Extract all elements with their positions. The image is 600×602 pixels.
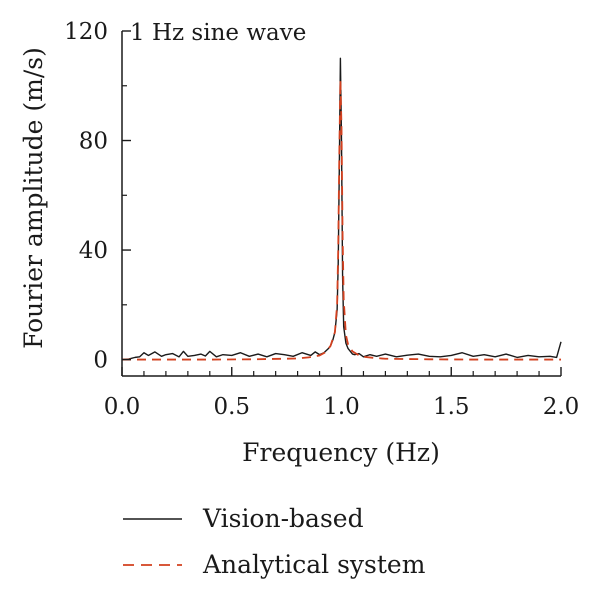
x-axis-label: Frequency (Hz) [242, 438, 440, 467]
chart-annotation: 1 Hz sine wave [130, 20, 306, 46]
x-tick-label: 0.0 [104, 394, 141, 420]
series-line-vision-based [121, 57, 562, 361]
y-tick-label: 80 [79, 129, 108, 155]
y-tick-label: 120 [64, 19, 108, 45]
series-layer [121, 57, 562, 361]
y-tick-label: 40 [79, 238, 108, 264]
y-axis-label: Fourier amplitude (m/s) [19, 47, 48, 349]
x-tick-label: 0.5 [213, 394, 250, 420]
legend-item-analytical-system: Analytical system [123, 550, 426, 579]
legend-label-analytical-system: Analytical system [202, 550, 426, 579]
x-tick-label: 1.0 [323, 394, 360, 420]
plot-area: 0.0 0.5 1.0 1.5 2.0 0 40 80 120 [64, 19, 579, 420]
y-tick-label: 0 [93, 348, 108, 374]
legend-item-vision-based: Vision-based [123, 504, 364, 533]
legend-label-vision-based: Vision-based [202, 504, 364, 533]
y-ticks: 0 40 80 120 [64, 19, 131, 374]
legend: Vision-based Analytical system [123, 504, 426, 579]
series-line-analytical-system [122, 79, 561, 361]
x-tick-label: 1.5 [433, 394, 470, 420]
x-tick-label: 2.0 [543, 394, 580, 420]
x-ticks: 0.0 0.5 1.0 1.5 2.0 [104, 367, 580, 420]
